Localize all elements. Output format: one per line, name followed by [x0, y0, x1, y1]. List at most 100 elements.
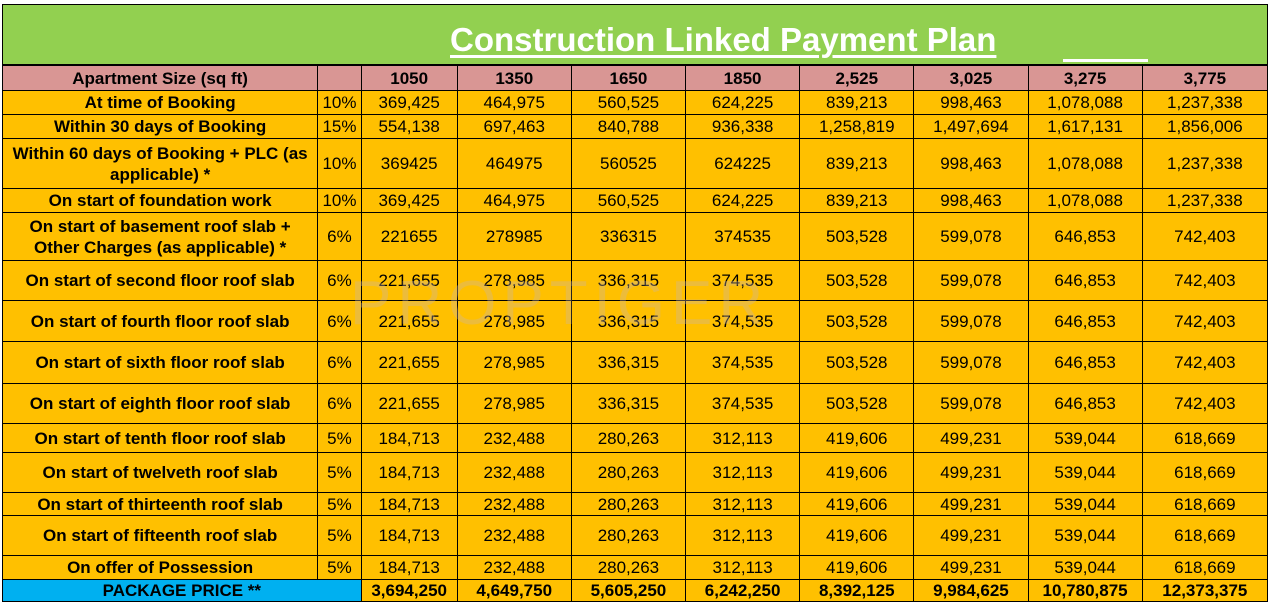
amount-cell: 184,713 — [360, 555, 458, 580]
amount-cell: 560525 — [570, 138, 687, 189]
amount-cell: 336315 — [570, 212, 687, 261]
table-row: On start of basement roof slab + Other C… — [1, 212, 1269, 261]
amount-cell: 1,237,338 — [1141, 90, 1269, 115]
amount-cell: 184,713 — [360, 515, 458, 556]
amount-cell: 618,669 — [1141, 452, 1269, 493]
amount-cell: 374,535 — [684, 260, 801, 301]
amount-cell: 1,237,338 — [1141, 138, 1269, 189]
package-price-cell: 6,242,250 — [684, 579, 801, 602]
amount-cell: 1,856,006 — [1141, 114, 1269, 139]
total-row: PACKAGE PRICE ** 3,694,250 4,649,750 5,605,… — [2, 579, 1269, 602]
amount-cell: 312,113 — [684, 492, 801, 516]
amount-cell: 646,853 — [1027, 212, 1143, 261]
stage-percent: 6% — [317, 300, 362, 342]
amount-cell: 419,606 — [799, 555, 915, 580]
stage-percent: 5% — [317, 423, 362, 453]
package-price-cell: 4,649,750 — [456, 579, 572, 602]
amount-cell: 336,315 — [570, 383, 687, 424]
amount-cell: 419,606 — [799, 492, 915, 516]
amount-cell: 839,213 — [799, 138, 915, 189]
amount-cell: 499,231 — [913, 492, 1029, 516]
amount-cell: 503,528 — [799, 300, 915, 342]
payment-plan-table: Apartment Size (sq ft) 1050 1350 1650 18… — [1, 65, 1269, 602]
package-price-cell: 3,694,250 — [360, 579, 458, 602]
amount-cell: 697,463 — [456, 114, 572, 139]
table-row: Within 60 days of Booking + PLC (as appl… — [1, 138, 1269, 189]
amount-cell: 618,669 — [1141, 492, 1269, 516]
amount-cell: 280,263 — [570, 492, 687, 516]
amount-cell: 232,488 — [456, 515, 572, 556]
stage-percent: 10% — [317, 90, 362, 115]
stage-label: On offer of Possession — [1, 555, 319, 580]
amount-cell: 618,669 — [1141, 423, 1269, 453]
table-row: On start of eighth floor roof slab 6% 221,… — [1, 383, 1269, 424]
amount-cell: 1,078,088 — [1027, 138, 1143, 189]
amount-cell: 336,315 — [570, 260, 687, 301]
amount-cell: 599,078 — [913, 300, 1029, 342]
table-row: On offer of Possession 5% 184,713 232,488 28… — [1, 555, 1269, 580]
stage-label: On start of foundation work — [1, 188, 319, 213]
amount-cell: 742,403 — [1141, 212, 1269, 261]
amount-cell: 839,213 — [799, 188, 915, 213]
amount-cell: 221,655 — [360, 383, 458, 424]
amount-cell: 464,975 — [456, 90, 572, 115]
amount-cell: 369425 — [360, 138, 458, 189]
amount-cell: 369,425 — [360, 188, 458, 213]
amount-cell: 646,853 — [1027, 300, 1143, 342]
amount-cell: 1,497,694 — [913, 114, 1029, 139]
amount-cell: 464,975 — [456, 188, 572, 213]
amount-cell: 464975 — [456, 138, 572, 189]
amount-cell: 646,853 — [1027, 341, 1143, 384]
header-label: Apartment Size (sq ft) — [1, 65, 319, 91]
amount-cell: 998,463 — [913, 188, 1029, 213]
table-row: On start of fifteenth roof slab 5% 184,713… — [1, 515, 1269, 556]
amount-cell: 936,338 — [684, 114, 801, 139]
stage-label: On start of eighth floor roof slab — [1, 383, 319, 424]
header-row: Apartment Size (sq ft) 1050 1350 1650 18… — [1, 65, 1269, 91]
package-price-cell: 8,392,125 — [799, 579, 915, 602]
amount-cell: 184,713 — [360, 452, 458, 493]
amount-cell: 624225 — [684, 138, 801, 189]
stage-label: On start of fourth floor roof slab — [1, 300, 319, 342]
amount-cell: 742,403 — [1141, 383, 1269, 424]
package-price-cell: 5,605,250 — [570, 579, 687, 602]
amount-cell: 539,044 — [1027, 515, 1143, 556]
package-price-cell: 12,373,375 — [1141, 579, 1269, 602]
package-price-cell: 10,780,875 — [1027, 579, 1143, 602]
amount-cell: 280,263 — [570, 555, 687, 580]
amount-cell: 742,403 — [1141, 260, 1269, 301]
amount-cell: 184,713 — [360, 492, 458, 516]
table-row: On start of fourth floor roof slab 6% 221,… — [1, 300, 1269, 342]
amount-cell: 503,528 — [799, 383, 915, 424]
table-row: On start of tenth floor roof slab 5% 184,7… — [1, 423, 1269, 453]
amount-cell: 618,669 — [1141, 555, 1269, 580]
amount-cell: 840,788 — [570, 114, 687, 139]
amount-cell: 374,535 — [684, 300, 801, 342]
amount-cell: 280,263 — [570, 452, 687, 493]
amount-cell: 646,853 — [1027, 260, 1143, 301]
amount-cell: 312,113 — [684, 423, 801, 453]
amount-cell: 232,488 — [456, 423, 572, 453]
amount-cell: 1,078,088 — [1027, 188, 1143, 213]
table-row: At time of Booking 10% 369,425 464,975 560,5… — [1, 90, 1269, 115]
table-row: On start of thirteenth roof slab 5% 184,71… — [1, 492, 1269, 516]
table-row: On start of sixth floor roof slab 6% 221,6… — [1, 341, 1269, 384]
amount-cell: 539,044 — [1027, 423, 1143, 453]
amount-cell: 624,225 — [684, 90, 801, 115]
top-strip — [0, 0, 1271, 4]
header-size: 3,775 — [1141, 65, 1269, 91]
stage-label: On start of twelveth roof slab — [1, 452, 319, 493]
amount-cell: 336,315 — [570, 300, 687, 342]
amount-cell: 539,044 — [1027, 555, 1143, 580]
amount-cell: 499,231 — [913, 423, 1029, 453]
package-price-label: PACKAGE PRICE ** — [2, 579, 362, 602]
amount-cell: 539,044 — [1027, 492, 1143, 516]
amount-cell: 312,113 — [684, 555, 801, 580]
amount-cell: 742,403 — [1141, 300, 1269, 342]
stage-percent: 5% — [317, 515, 362, 556]
header-size: 1050 — [360, 65, 458, 91]
header-size: 2,525 — [799, 65, 915, 91]
stage-percent: 10% — [317, 138, 362, 189]
header-size: 1650 — [570, 65, 687, 91]
amount-cell: 419,606 — [799, 452, 915, 493]
